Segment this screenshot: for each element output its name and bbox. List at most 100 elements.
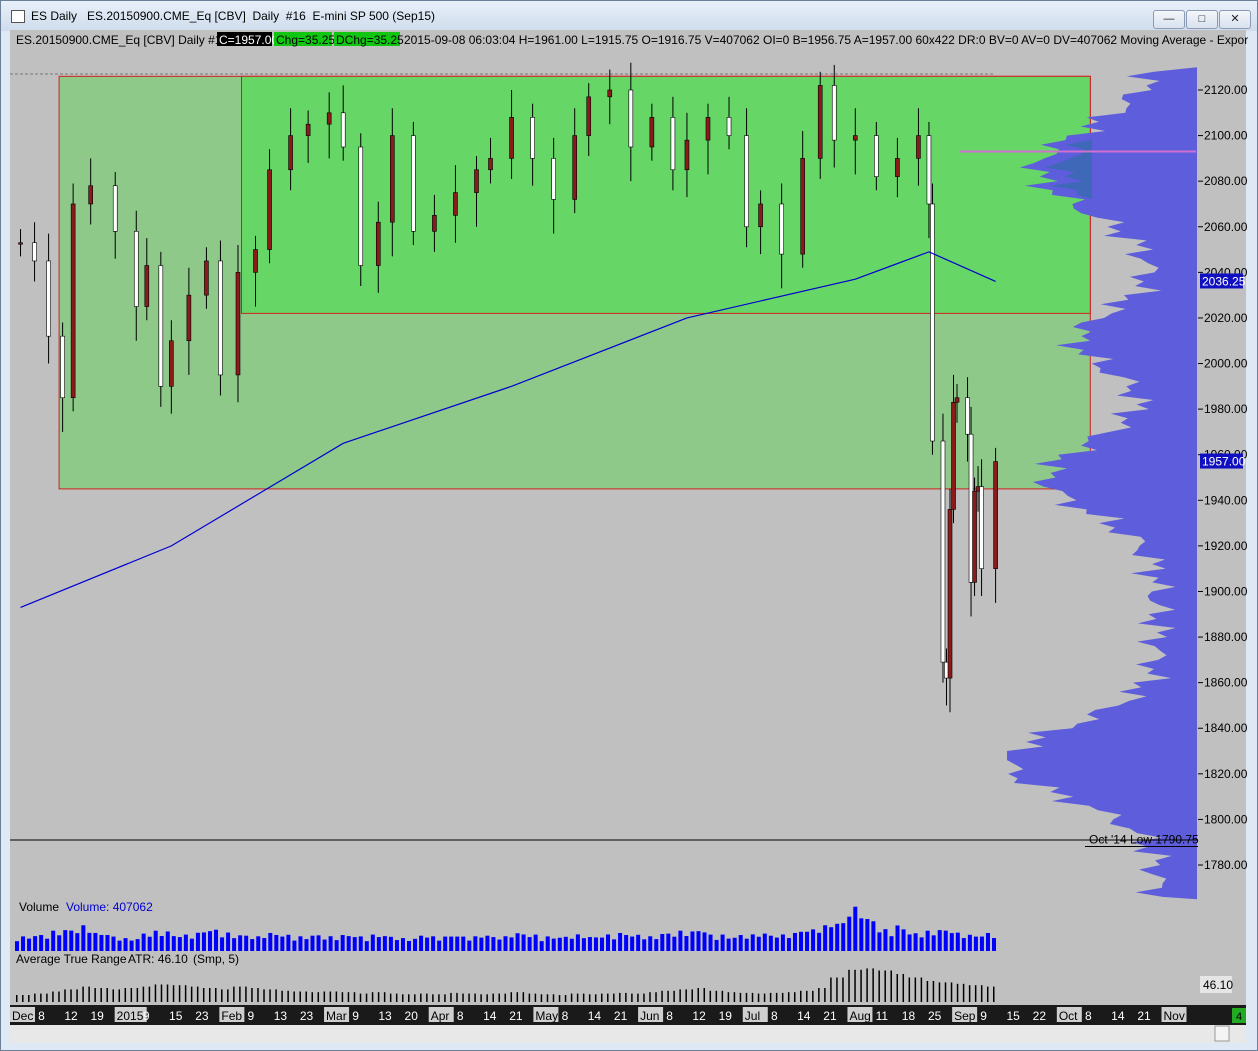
volume-bar [238, 935, 243, 951]
candle [340, 85, 346, 161]
atr-bar [474, 993, 476, 1002]
scroll-thumb[interactable] [1214, 1025, 1230, 1042]
atr-bar [528, 993, 531, 1002]
candle-body [874, 135, 879, 177]
date-label: 25 [928, 1009, 942, 1023]
date-label: May [535, 1009, 558, 1023]
atr-bar [709, 990, 712, 1002]
atr-bar [88, 986, 90, 1002]
atr-bar [82, 986, 84, 1002]
volume-bar [207, 931, 212, 951]
atr-bar [154, 984, 157, 1002]
candle-body [488, 158, 493, 171]
volume-bar [316, 935, 321, 951]
date-label: 2015 [117, 1009, 144, 1023]
maximize-button[interactable]: □ [1186, 10, 1218, 29]
atr-bar [76, 989, 78, 1002]
atr-bar [787, 992, 790, 1002]
candle-body [305, 123, 311, 136]
volume-profile-value-area [1044, 112, 1092, 305]
date-month-bg [428, 1007, 454, 1022]
minimize-icon: — [1163, 13, 1175, 25]
price-tick-label: 1840.00 [1204, 721, 1248, 735]
volume-bar [443, 936, 448, 951]
volume-bar [581, 938, 586, 951]
candle [926, 121, 932, 239]
volume-bar [45, 938, 50, 951]
volume-bar [400, 938, 405, 951]
candle-body [926, 135, 932, 205]
atr-bar [456, 992, 458, 1002]
candle-body [530, 117, 535, 159]
atr-bar [438, 994, 440, 1002]
price-tick-label: 1860.00 [1204, 676, 1248, 690]
candle-body [474, 169, 479, 193]
atr-bar [522, 992, 525, 1002]
price-tick-label: 1780.00 [1204, 858, 1248, 872]
candle [186, 267, 192, 375]
candle-body [954, 397, 960, 403]
atr-bar [480, 994, 482, 1002]
title-bar[interactable]: ES Daily ES.20150900.CME_Eq [CBV] Daily … [1, 1, 1257, 31]
volume-bar [955, 932, 960, 951]
volume-bar [642, 939, 647, 951]
candle-body [509, 117, 514, 159]
candle-body [572, 135, 578, 200]
atr-bar [408, 994, 410, 1002]
date-label: 8 [38, 1009, 45, 1023]
volume-bar [967, 934, 972, 951]
atr-bar [245, 986, 247, 1002]
candle [411, 121, 416, 245]
atr-bar [468, 993, 470, 1002]
volume-bar [425, 937, 430, 951]
volume-bar [835, 923, 840, 951]
atr-bar [860, 969, 862, 1002]
date-month-bg [533, 1007, 559, 1022]
atr-bar [359, 993, 362, 1002]
volume-bar [756, 936, 761, 951]
candle [326, 92, 332, 159]
close-button[interactable]: ✕ [1219, 10, 1251, 29]
atr-bar [739, 992, 742, 1002]
candle-body [253, 249, 258, 273]
date-month-bg [1056, 1007, 1082, 1022]
date-label: Oct [1059, 1009, 1078, 1023]
volume-bar [931, 935, 936, 951]
atr-bar [311, 992, 314, 1002]
volume-bar [298, 936, 303, 951]
candle [46, 233, 51, 364]
date-label: 18 [902, 1009, 916, 1023]
atr-bar [118, 989, 121, 1002]
candle [288, 108, 293, 191]
atr-bar [588, 994, 591, 1002]
date-month-bg [952, 1007, 978, 1022]
volume-bar [992, 937, 996, 951]
atr-bar [872, 968, 874, 1002]
volume-bar [226, 932, 231, 951]
candles [18, 62, 998, 713]
candle [930, 183, 935, 455]
volume-label: Volume [19, 900, 59, 914]
minimize-button[interactable]: — [1153, 10, 1185, 29]
volume-bar [159, 936, 164, 951]
atr-bar [299, 991, 301, 1002]
volume-bar [268, 932, 273, 951]
date-label: 23 [195, 1009, 209, 1023]
volume-bar [274, 934, 279, 951]
volume-bar [310, 935, 315, 951]
candle [375, 201, 381, 293]
volume-bar [81, 925, 86, 951]
candle [218, 240, 223, 396]
volume-bar [509, 937, 514, 951]
volume-bar [780, 934, 785, 951]
atr-bar [564, 995, 567, 1002]
atr-bar [836, 977, 838, 1002]
candle-body [993, 461, 998, 569]
volume-bar [973, 936, 978, 951]
candle-body [60, 335, 65, 399]
scrollbar[interactable] [10, 1025, 1246, 1043]
atr-bar [462, 993, 464, 1002]
close-badge: C=1957.00 [219, 33, 278, 47]
candle [488, 137, 493, 184]
